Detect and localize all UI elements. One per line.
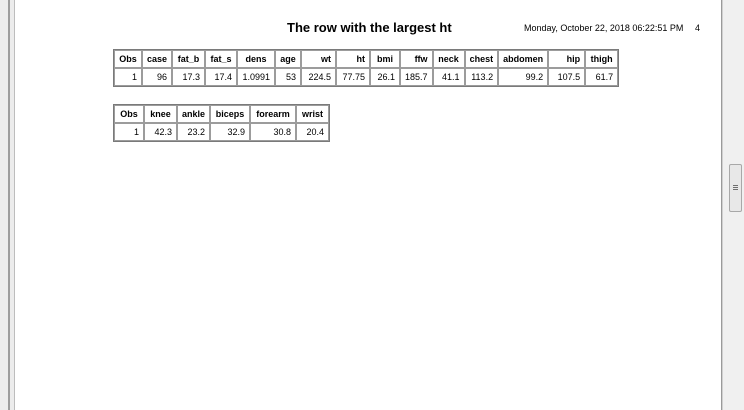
- left-window-frame: [0, 0, 15, 410]
- scroll-grip-icon: [733, 187, 738, 188]
- table-cell: 1: [114, 123, 144, 141]
- table-row: 1 96 17.3 17.4 1.0991 53 224.5 77.75 26.…: [114, 68, 619, 86]
- column-header: dens: [237, 50, 276, 68]
- table-cell: 20.4: [296, 123, 330, 141]
- table-cell: 23.2: [177, 123, 211, 141]
- scrollbar-thumb[interactable]: [729, 164, 742, 212]
- scroll-grip-icon: [733, 185, 738, 186]
- data-table-2: Obs knee ankle biceps forearm wrist 1 42…: [113, 104, 331, 142]
- column-header: biceps: [210, 105, 251, 123]
- column-header: knee: [144, 105, 177, 123]
- column-header: ffw: [400, 50, 433, 68]
- report-datetime: Monday, October 22, 2018 06:22:51 PM: [524, 23, 684, 33]
- table-header-row: Obs knee ankle biceps forearm wrist: [114, 105, 330, 123]
- column-header: wrist: [296, 105, 330, 123]
- column-header: abdomen: [498, 50, 549, 68]
- report-title: The row with the largest ht: [287, 20, 452, 35]
- table-cell: 41.1: [432, 68, 465, 86]
- column-header: Obs: [114, 105, 144, 123]
- column-header: case: [142, 50, 173, 68]
- table-cell: 1.0991: [237, 68, 276, 86]
- table-cell: 26.1: [370, 68, 401, 86]
- data-table-1: Obs case fat_b fat_s dens age wt ht bmi …: [113, 49, 620, 87]
- column-header: thigh: [585, 50, 619, 68]
- table-cell: 77.75: [336, 68, 371, 86]
- scroll-grip-icon: [733, 189, 738, 190]
- column-header: forearm: [250, 105, 297, 123]
- column-header: fat_b: [172, 50, 206, 68]
- table-cell: 224.5: [301, 68, 337, 86]
- table-cell: 42.3: [144, 123, 177, 141]
- table-cell: 32.9: [210, 123, 251, 141]
- column-header: neck: [432, 50, 465, 68]
- table-header-row: Obs case fat_b fat_s dens age wt ht bmi …: [114, 50, 619, 68]
- vertical-scrollbar[interactable]: [722, 0, 744, 410]
- table-cell: 99.2: [498, 68, 549, 86]
- table-cell: 61.7: [585, 68, 619, 86]
- table-cell: 17.3: [172, 68, 206, 86]
- table-row: 1 42.3 23.2 32.9 30.8 20.4: [114, 123, 330, 141]
- column-header: Obs: [114, 50, 142, 68]
- column-header: fat_s: [205, 50, 238, 68]
- table-cell: 107.5: [548, 68, 586, 86]
- table-cell: 96: [142, 68, 173, 86]
- column-header: bmi: [370, 50, 401, 68]
- table-cell: 185.7: [400, 68, 433, 86]
- table-cell: 30.8: [250, 123, 297, 141]
- column-header: hip: [548, 50, 586, 68]
- table-cell: 17.4: [205, 68, 238, 86]
- column-header: ht: [336, 50, 371, 68]
- table-cell: 1: [114, 68, 142, 86]
- page-number: 4: [695, 23, 701, 33]
- table-cell: 113.2: [464, 68, 499, 86]
- column-header: ankle: [177, 105, 211, 123]
- table-cell: 53: [275, 68, 302, 86]
- column-header: age: [275, 50, 302, 68]
- column-header: wt: [301, 50, 337, 68]
- column-header: chest: [464, 50, 499, 68]
- left-frame-edge: [8, 0, 10, 410]
